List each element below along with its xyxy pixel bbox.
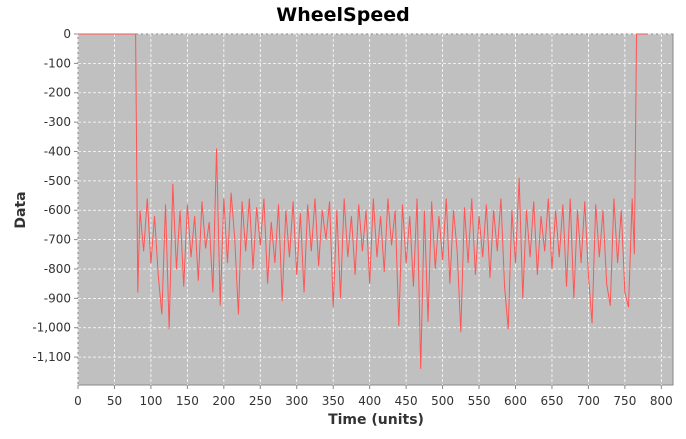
y-tick-label: -100 — [44, 56, 71, 70]
x-tick-label: 200 — [212, 394, 235, 408]
y-tick-label: -1,100 — [32, 350, 71, 364]
data-line — [78, 33, 647, 369]
x-tick-label: 450 — [395, 394, 418, 408]
x-tick-label: 500 — [431, 394, 454, 408]
y-tick-label: -700 — [44, 233, 71, 247]
x-tick-label: 0 — [74, 394, 82, 408]
x-tick-label: 350 — [322, 394, 345, 408]
x-tick-label: 400 — [358, 394, 381, 408]
y-tick-label: -300 — [44, 115, 71, 129]
x-tick-label: 800 — [650, 394, 673, 408]
y-tick-label: 0 — [63, 27, 71, 41]
x-tick-label: 50 — [107, 394, 122, 408]
x-axis-label: Time (units) — [328, 412, 424, 428]
y-tick-label: -900 — [44, 291, 71, 305]
y-tick-label: -200 — [44, 86, 71, 100]
y-tick-label: -600 — [44, 203, 71, 217]
x-tick-label: 300 — [285, 394, 308, 408]
y-tick-label: -400 — [44, 144, 71, 158]
x-tick-label: 750 — [613, 394, 636, 408]
x-tick-label: 150 — [176, 394, 199, 408]
plot-area — [77, 33, 674, 386]
x-tick-label: 600 — [504, 394, 527, 408]
x-tick-label: 100 — [139, 394, 162, 408]
x-tick-label: 250 — [249, 394, 272, 408]
chart-title: WheelSpeed — [276, 4, 409, 26]
x-tick-label: 650 — [541, 394, 564, 408]
x-tick-label: 700 — [577, 394, 600, 408]
y-axis-label: Data — [13, 191, 29, 228]
y-tick-label: -800 — [44, 262, 71, 276]
y-tick-label: -500 — [44, 174, 71, 188]
x-tick-label: 550 — [468, 394, 491, 408]
y-tick-label: -1,000 — [32, 321, 71, 335]
